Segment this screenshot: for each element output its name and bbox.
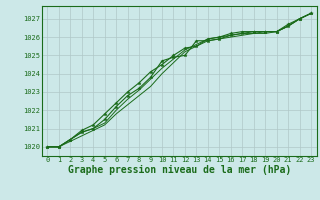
X-axis label: Graphe pression niveau de la mer (hPa): Graphe pression niveau de la mer (hPa) xyxy=(68,165,291,175)
